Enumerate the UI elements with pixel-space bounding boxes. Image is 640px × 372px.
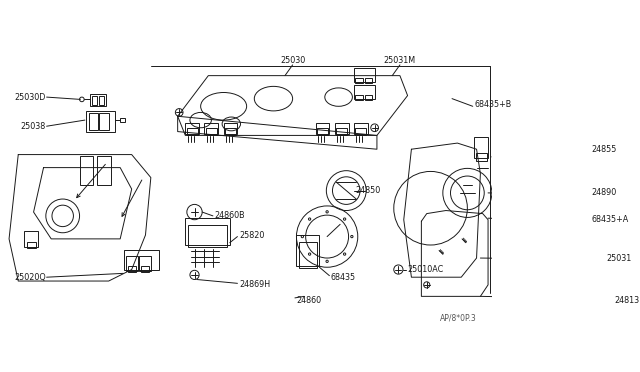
- Bar: [354, 85, 376, 99]
- Bar: [316, 123, 330, 134]
- Bar: [90, 94, 106, 106]
- Bar: [225, 128, 236, 135]
- Bar: [205, 123, 218, 134]
- Bar: [92, 96, 97, 105]
- Bar: [355, 78, 363, 83]
- Bar: [97, 156, 111, 185]
- Bar: [365, 95, 372, 100]
- Bar: [355, 128, 366, 135]
- Bar: [124, 250, 159, 270]
- Bar: [299, 242, 317, 268]
- Text: 25031: 25031: [607, 254, 632, 263]
- Text: 25030D: 25030D: [15, 93, 46, 102]
- Bar: [355, 95, 363, 100]
- Bar: [86, 111, 115, 132]
- Bar: [474, 137, 488, 158]
- Bar: [354, 123, 368, 134]
- Text: 24850: 24850: [355, 186, 381, 195]
- Bar: [223, 123, 237, 134]
- Bar: [188, 225, 227, 247]
- Text: 25010AC: 25010AC: [408, 265, 444, 274]
- Text: 24869H: 24869H: [239, 280, 270, 289]
- Bar: [187, 128, 198, 135]
- Text: AP/8*0P.3: AP/8*0P.3: [440, 313, 477, 322]
- Bar: [186, 218, 230, 245]
- Text: 25820: 25820: [239, 231, 264, 240]
- Bar: [99, 113, 109, 130]
- Text: 68435+B: 68435+B: [474, 100, 511, 109]
- Bar: [476, 153, 486, 161]
- Bar: [141, 266, 149, 272]
- Bar: [365, 78, 372, 83]
- Text: 25038: 25038: [20, 122, 46, 131]
- Bar: [186, 123, 199, 134]
- Text: 24860: 24860: [296, 296, 321, 305]
- Bar: [296, 235, 319, 266]
- Text: 24855: 24855: [591, 145, 617, 154]
- Bar: [24, 231, 38, 247]
- Text: 68435+A: 68435+A: [591, 215, 628, 224]
- Bar: [120, 118, 125, 122]
- Bar: [335, 123, 349, 134]
- Text: 24813: 24813: [614, 296, 639, 305]
- Text: 24860B: 24860B: [214, 211, 245, 220]
- Text: 24890: 24890: [591, 188, 617, 198]
- Bar: [128, 266, 136, 272]
- Bar: [140, 256, 151, 271]
- Bar: [89, 113, 98, 130]
- Bar: [79, 156, 93, 185]
- Bar: [126, 256, 138, 271]
- Text: 68435: 68435: [331, 273, 356, 282]
- Bar: [27, 242, 36, 248]
- Text: 25031M: 25031M: [384, 56, 416, 65]
- Bar: [99, 96, 104, 105]
- Text: 25020Q: 25020Q: [14, 273, 46, 282]
- Text: 25030: 25030: [280, 56, 305, 65]
- Bar: [317, 128, 328, 135]
- Bar: [354, 68, 376, 82]
- Bar: [336, 128, 347, 135]
- Bar: [206, 128, 217, 135]
